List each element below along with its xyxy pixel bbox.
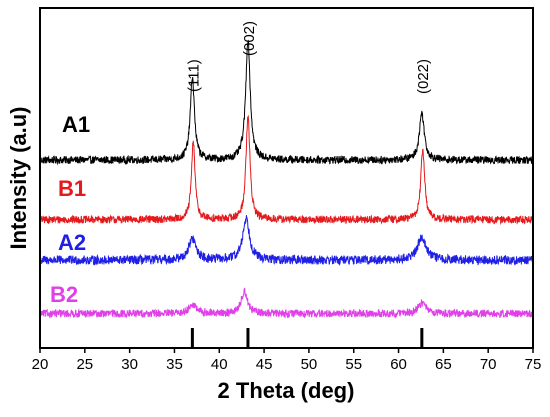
x-tick-label-25: 25 — [76, 356, 93, 373]
x-tick-label-50: 50 — [301, 356, 318, 373]
series-label-b1: B1 — [58, 176, 86, 201]
series-line-a1 — [39, 39, 534, 166]
x-tick-label-60: 60 — [390, 356, 407, 373]
reference-lines — [190, 328, 424, 348]
x-tick-label-45: 45 — [256, 356, 273, 373]
x-tick-label-20: 20 — [32, 356, 49, 373]
series-layer — [39, 39, 534, 320]
labels: A1 B1 A2 B2 (111) (002) (022) — [50, 21, 432, 307]
series-line-b1 — [39, 114, 534, 226]
x-tick-label-65: 65 — [435, 356, 452, 373]
series-line-a2 — [39, 215, 534, 267]
y-axis-title: Intensity (a.u) — [6, 106, 31, 249]
series-label-a2: A2 — [58, 230, 86, 255]
x-axis-title: 2 Theta (deg) — [218, 378, 355, 403]
peak-label-3: (022) — [415, 59, 432, 94]
x-tick-label-35: 35 — [166, 356, 183, 373]
x-tick-label-30: 30 — [121, 356, 138, 373]
peak-label-2: (002) — [241, 21, 258, 56]
x-tick-label-75: 75 — [525, 356, 542, 373]
x-tick-label-70: 70 — [480, 356, 497, 373]
series-label-a1: A1 — [62, 112, 90, 137]
peak-label-1: (111) — [185, 59, 202, 92]
series-label-b2: B2 — [50, 282, 78, 307]
x-tick-label-55: 55 — [345, 356, 362, 373]
x-ticks: 20 25 30 35 40 45 50 55 60 65 70 75 — [32, 348, 542, 373]
series-line-b2 — [39, 287, 534, 320]
plot-frame — [39, 7, 534, 349]
x-tick-label-40: 40 — [211, 356, 228, 373]
